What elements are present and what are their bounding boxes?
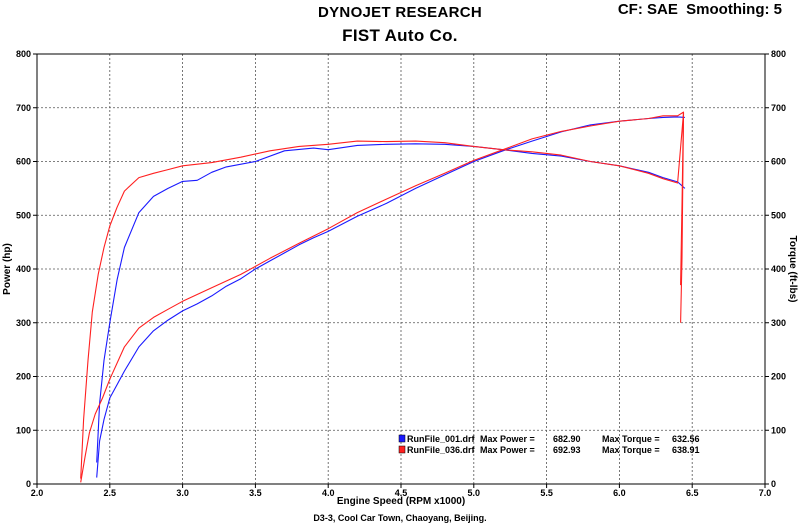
y2-tick-label: 100 xyxy=(771,425,786,435)
footer-location: D3-3, Cool Car Town, Chaoyang, Beijing. xyxy=(313,513,487,523)
x-tick-label: 2.5 xyxy=(104,488,117,498)
legend-torque-value: 638.91 xyxy=(672,445,700,455)
x-tick-label: 6.0 xyxy=(613,488,626,498)
y-tick-label: 200 xyxy=(16,372,31,382)
series-line-run2-torque xyxy=(80,112,685,479)
x-tick-label: 7.0 xyxy=(759,488,772,498)
legend-power-label: Max Power = xyxy=(480,434,535,444)
y2-tick-label: 800 xyxy=(771,49,786,59)
x-tick-label: 2.0 xyxy=(31,488,44,498)
legend-file: RunFile_036.drf xyxy=(407,445,476,455)
x-tick-label: 4.5 xyxy=(395,488,408,498)
legend-file: RunFile_001.drf xyxy=(407,434,476,444)
legend-swatch xyxy=(398,434,406,443)
y2-axis-label: Torque (ft-lbs) xyxy=(787,235,798,302)
chart-title: DYNOJET RESEARCH xyxy=(318,4,482,21)
x-tick-label: 3.5 xyxy=(249,488,262,498)
x-tick-label: 5.5 xyxy=(540,488,553,498)
y2-tick-label: 0 xyxy=(771,479,776,489)
y2-tick-label: 600 xyxy=(771,157,786,167)
legend-swatch xyxy=(398,445,406,454)
y2-tick-label: 300 xyxy=(771,318,786,328)
legend: RunFile_001.drf Max Power = 682.90 Max Torq… xyxy=(398,434,700,455)
series-line-run2-power xyxy=(80,111,685,483)
y-tick-label: 400 xyxy=(16,264,31,274)
y-tick-label: 100 xyxy=(16,425,31,435)
y-tick-label: 0 xyxy=(26,479,31,489)
cf-smoothing-info: CF: SAE Smoothing: 5 xyxy=(617,1,782,18)
y2-tick-label: 200 xyxy=(771,372,786,382)
y2-tick-label: 700 xyxy=(771,103,786,113)
x-tick-label: 6.5 xyxy=(686,488,699,498)
legend-torque-label: Max Torque = xyxy=(602,434,660,444)
y-tick-label: 700 xyxy=(16,103,31,113)
legend-torque-label: Max Torque = xyxy=(602,445,660,455)
legend-power-label: Max Power = xyxy=(480,445,535,455)
x-axis-label: Engine Speed (RPM x1000) xyxy=(337,496,465,507)
y-tick-label: 300 xyxy=(16,318,31,328)
y-tick-label: 600 xyxy=(16,157,31,167)
legend-torque-value: 632.56 xyxy=(672,434,700,444)
y2-tick-label: 400 xyxy=(771,264,786,274)
grid-lines xyxy=(37,54,765,484)
legend-power-value: 682.90 xyxy=(553,434,581,444)
series-lines xyxy=(80,111,686,483)
y2-tick-label: 500 xyxy=(771,210,786,220)
chart-subtitle: FIST Auto Co. xyxy=(342,26,458,45)
x-tick-label: 5.0 xyxy=(468,488,481,498)
y-axis-label: Power (hp) xyxy=(2,243,13,295)
series-line-run1-power xyxy=(96,116,685,478)
y-tick-label: 800 xyxy=(16,49,31,59)
legend-power-value: 692.93 xyxy=(553,445,581,455)
series-line-run1-torque xyxy=(96,143,686,463)
x-tick-label: 4.0 xyxy=(322,488,335,498)
y-tick-label: 500 xyxy=(16,210,31,220)
x-tick-label: 3.0 xyxy=(176,488,189,498)
